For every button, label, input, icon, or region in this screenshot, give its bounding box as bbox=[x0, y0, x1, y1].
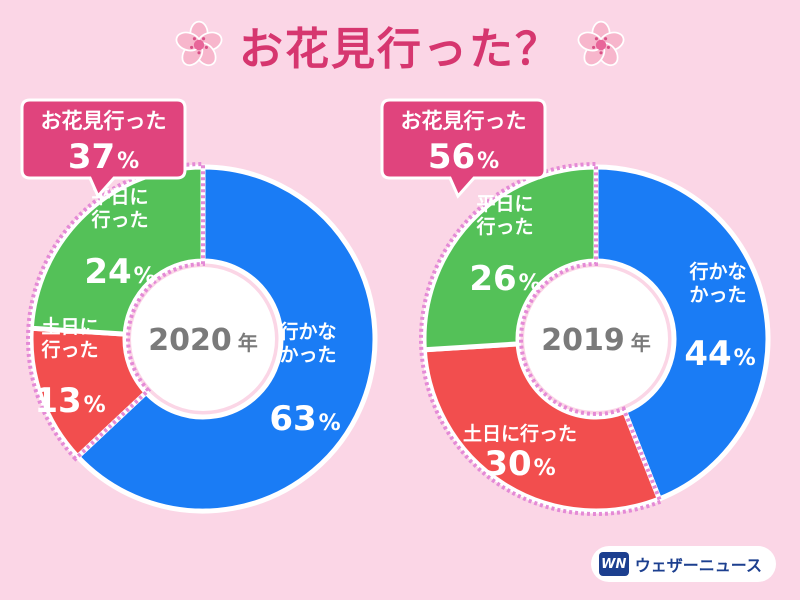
slice-value: 44% bbox=[684, 334, 755, 374]
weathernews-logo: WN ウェザーニュース bbox=[590, 546, 776, 582]
slice-label: 行かなかった bbox=[688, 260, 746, 306]
slice-value: 13% bbox=[34, 381, 105, 421]
logo-mark: WN bbox=[598, 552, 629, 576]
logo-text: ウェザーニュース bbox=[634, 556, 762, 575]
slice-value: 63% bbox=[269, 399, 340, 439]
callout-bubble bbox=[20, 98, 187, 199]
callout-value: 56% bbox=[428, 137, 499, 177]
donut-center bbox=[524, 267, 668, 411]
title-area: お花見行った？ bbox=[0, 10, 800, 80]
cherry-blossom-icon-left bbox=[175, 20, 223, 67]
donut-slice bbox=[421, 164, 599, 353]
center-year-label: 2019 年 bbox=[541, 323, 651, 358]
callout-label: お花見行った bbox=[401, 109, 527, 133]
went-highlight-outline bbox=[419, 161, 664, 516]
callout-bubble bbox=[380, 98, 547, 199]
cherry-blossom-icon-right bbox=[577, 20, 625, 67]
slice-value: 30% bbox=[484, 444, 555, 484]
slice-label: 平日に行った bbox=[90, 186, 148, 231]
donut-slice bbox=[593, 164, 771, 503]
donut-chart-2020: 2020 年行かなかった 63% 土日に行った 13% 平日に行った 24% お花見行った 37… bbox=[20, 98, 378, 514]
slice-value: 26% bbox=[469, 259, 540, 299]
slice-value: 24% bbox=[84, 252, 155, 292]
slice-label: 土日に行った bbox=[40, 316, 98, 361]
donut-slice bbox=[421, 341, 663, 514]
slice-label: 行かなかった bbox=[278, 320, 336, 366]
chart-title: お花見行った？ bbox=[239, 24, 561, 75]
callout-label: お花見行った bbox=[41, 109, 167, 133]
donut-center bbox=[131, 267, 275, 411]
slice-label: 土日に行った bbox=[463, 422, 577, 445]
donut-slice bbox=[74, 164, 378, 514]
callout-value: 37% bbox=[68, 137, 139, 177]
center-year-label: 2020 年 bbox=[148, 323, 258, 358]
slice-label: 平日に行った bbox=[475, 193, 533, 238]
